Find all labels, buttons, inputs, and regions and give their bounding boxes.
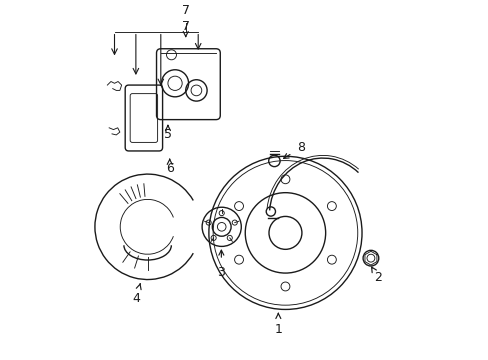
Text: 6: 6 bbox=[165, 159, 173, 175]
Text: 8: 8 bbox=[283, 141, 305, 158]
Text: 3: 3 bbox=[217, 250, 225, 279]
Text: 4: 4 bbox=[132, 284, 141, 305]
Text: 5: 5 bbox=[163, 125, 172, 141]
Text: 7: 7 bbox=[182, 20, 189, 36]
Text: 2: 2 bbox=[371, 267, 381, 284]
Text: 7: 7 bbox=[182, 4, 189, 17]
Text: 1: 1 bbox=[274, 314, 282, 336]
